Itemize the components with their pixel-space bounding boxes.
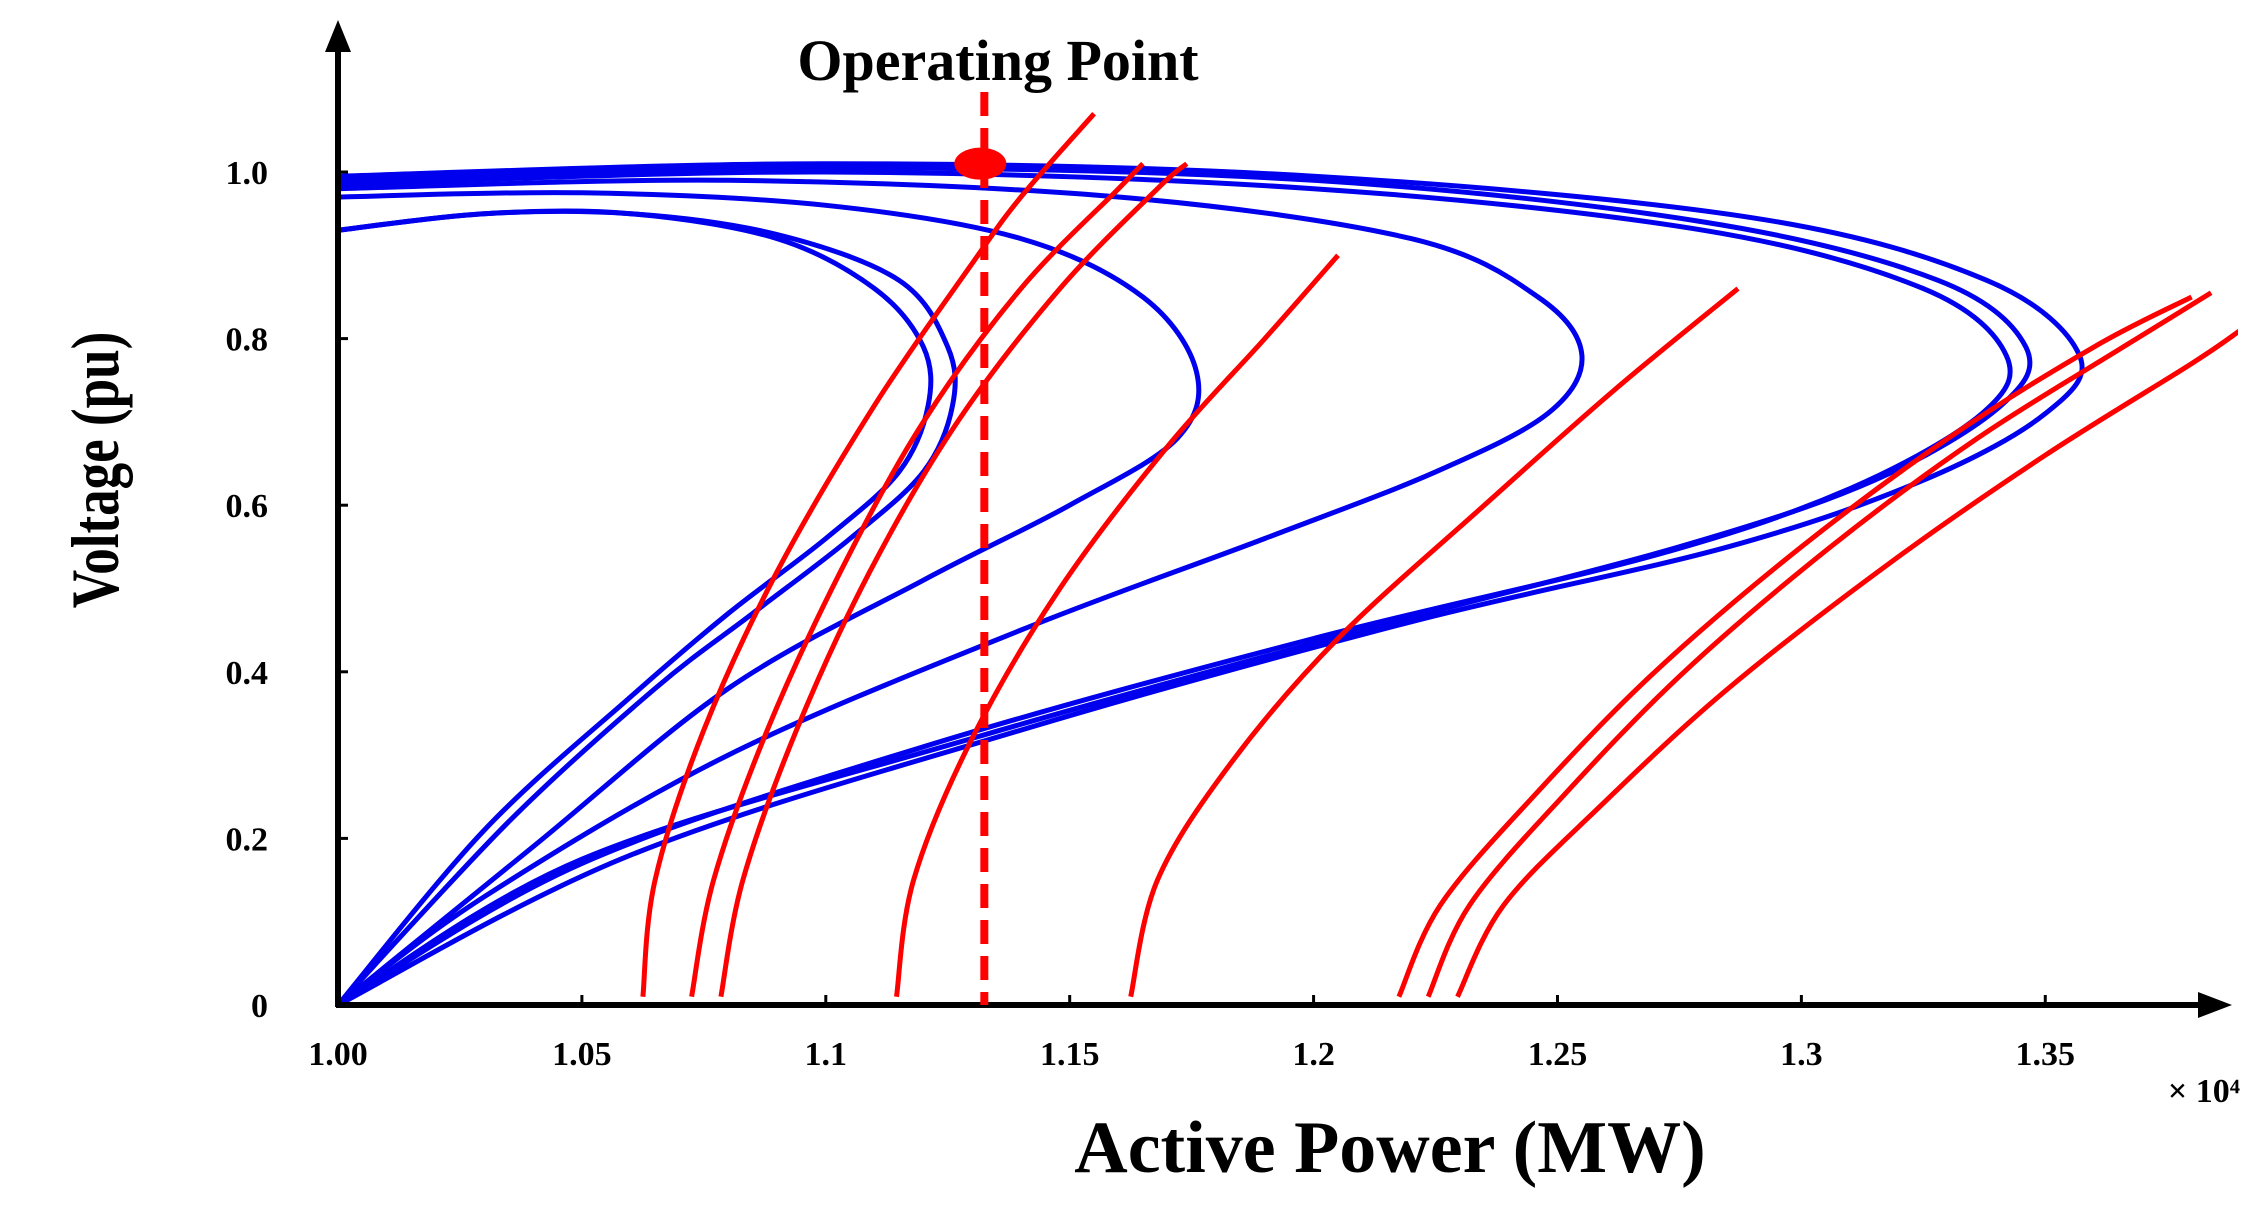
x-tick-label: 1.15 xyxy=(1040,1036,1100,1073)
load-curve-3 xyxy=(718,161,1189,998)
load-curve-7 xyxy=(1425,290,2213,998)
pv-curve-7 xyxy=(338,161,2085,1005)
y-tick-label: 0.8 xyxy=(226,322,269,359)
load-curve-5 xyxy=(1128,286,1740,998)
x-tick-label: 1.25 xyxy=(1528,1036,1588,1073)
y-tick-label: 0 xyxy=(251,988,268,1025)
axes-layer xyxy=(325,20,2232,1018)
pv-curve-1 xyxy=(338,208,934,1005)
x-tick-label: 1.3 xyxy=(1780,1036,1823,1073)
pv-curve-4 xyxy=(338,177,1585,1005)
x-tick-label: 1.05 xyxy=(552,1036,612,1073)
load-curve-1 xyxy=(640,112,1096,997)
operating-point-label: Operating Point xyxy=(797,28,1199,93)
pv-curve-2 xyxy=(338,208,958,1005)
y-axis-arrow xyxy=(325,20,351,52)
operating-point-marker xyxy=(954,147,1007,180)
ticks-layer: 1.00 1.05 1.1 1.15 1.2 1.25 1.3 1.35 0 0.2 0.4 0.6 0… xyxy=(226,155,2076,1073)
x-tick-label: 1.35 xyxy=(2016,1036,2076,1073)
x-multiplier-label: × 10⁴ xyxy=(2168,1073,2240,1110)
x-axis-arrow xyxy=(2198,992,2232,1018)
pv-curve-6 xyxy=(338,165,2033,1005)
x-tick-label: 1.1 xyxy=(805,1036,848,1073)
y-tick-label: 1.0 xyxy=(226,155,269,192)
y-tick-label: 0.6 xyxy=(226,488,269,525)
curves-layer xyxy=(338,112,2238,1005)
y-tick-label: 0.4 xyxy=(226,655,269,692)
load-curve-6 xyxy=(1396,294,2193,998)
x-axis-title: Active Power (MW) xyxy=(1074,1107,1705,1189)
pv-curve-5 xyxy=(338,169,2013,1005)
x-tick-label: 1.00 xyxy=(308,1036,368,1073)
load-curve-4 xyxy=(894,253,1340,998)
x-tick-label: 1.2 xyxy=(1292,1036,1335,1073)
load-curve-8 xyxy=(1455,328,2238,998)
y-axis-title: Voltage (pu) xyxy=(59,332,134,608)
y-tick-label: 0.2 xyxy=(226,821,269,858)
load-curve-2 xyxy=(689,161,1145,998)
operating-point-layer xyxy=(954,92,1007,1005)
